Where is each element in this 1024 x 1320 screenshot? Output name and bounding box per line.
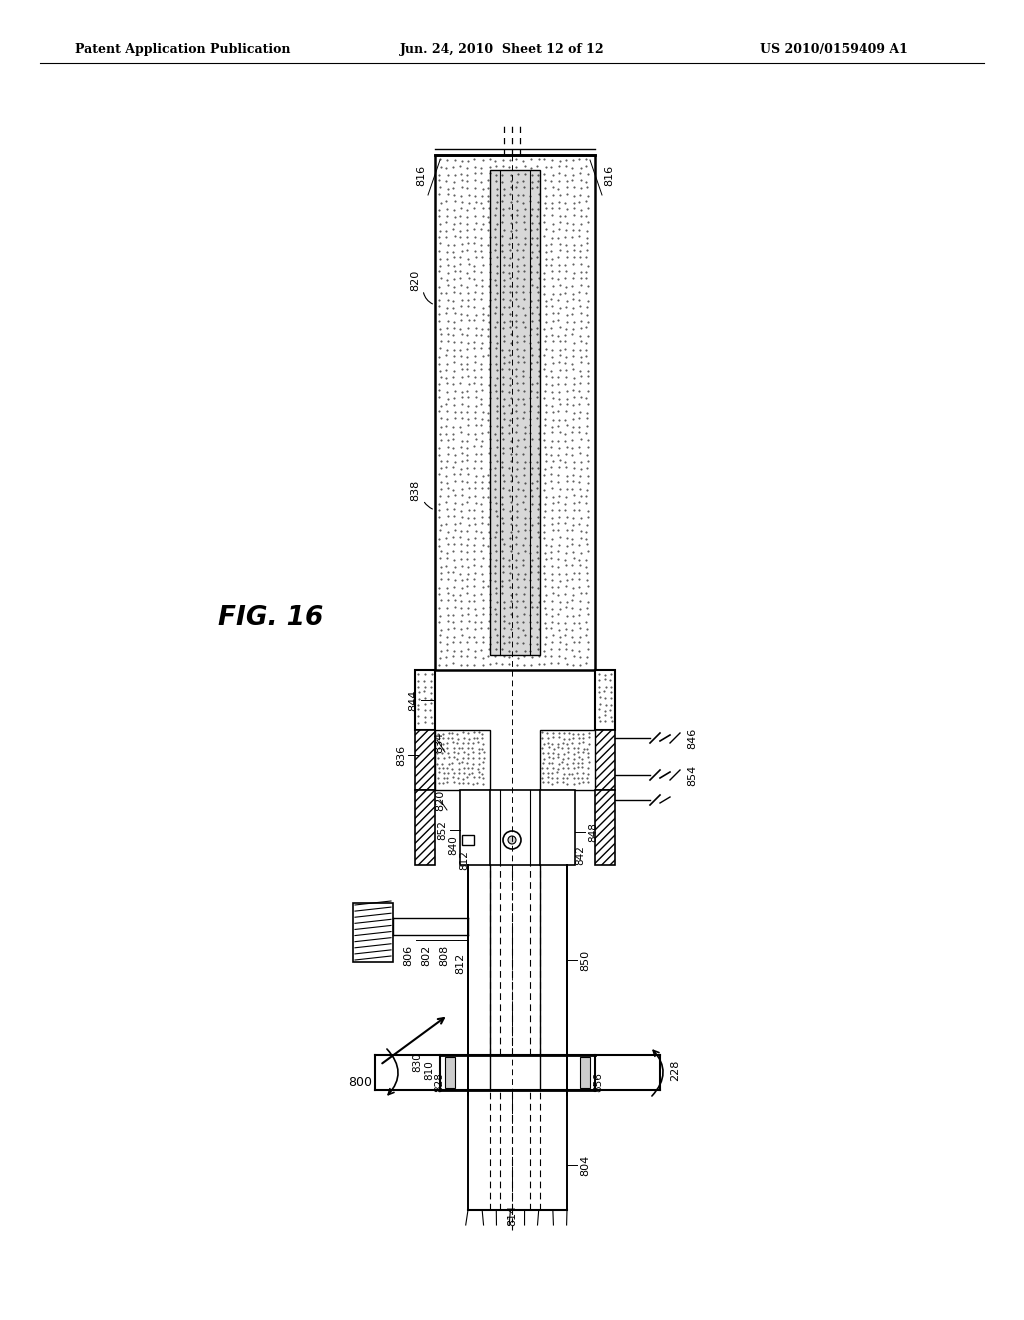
Text: 836: 836 (396, 744, 406, 766)
Text: Jun. 24, 2010  Sheet 12 of 12: Jun. 24, 2010 Sheet 12 of 12 (400, 44, 604, 57)
Text: US 2010/0159409 A1: US 2010/0159409 A1 (760, 44, 908, 57)
Text: Patent Application Publication: Patent Application Publication (75, 44, 291, 57)
Bar (595, 789, 615, 865)
Text: 820: 820 (410, 269, 420, 290)
Bar (540, 730, 595, 789)
Text: 820: 820 (435, 789, 445, 810)
Bar (353, 903, 393, 962)
Circle shape (508, 836, 516, 843)
Text: 834: 834 (434, 731, 444, 752)
Text: 852: 852 (437, 820, 447, 840)
Text: 830: 830 (412, 1052, 422, 1072)
Text: 850: 850 (580, 949, 590, 970)
Bar (580, 1057, 590, 1088)
Text: 816: 816 (604, 165, 614, 186)
Text: 806: 806 (403, 944, 413, 965)
Text: 812: 812 (459, 850, 469, 870)
Bar (415, 671, 435, 730)
Text: 812: 812 (455, 952, 465, 974)
Text: 800: 800 (348, 1076, 372, 1089)
Circle shape (503, 832, 521, 849)
Bar (435, 730, 490, 789)
Text: FIG. 16: FIG. 16 (218, 605, 324, 631)
Text: 846: 846 (687, 727, 697, 748)
Text: 840: 840 (449, 836, 458, 855)
Text: 804: 804 (580, 1155, 590, 1176)
Bar (460, 789, 575, 865)
Bar (490, 170, 540, 655)
Text: 228: 228 (670, 1060, 680, 1081)
Bar (595, 671, 615, 730)
Text: 838: 838 (410, 479, 420, 500)
Text: 842: 842 (575, 845, 585, 865)
Bar (462, 836, 474, 845)
Bar (415, 789, 435, 865)
Text: 802: 802 (421, 944, 431, 966)
Bar (445, 1057, 455, 1088)
Text: 854: 854 (687, 764, 697, 785)
Bar (415, 730, 435, 789)
Text: 844: 844 (408, 689, 418, 710)
Text: 814: 814 (507, 1204, 517, 1226)
Text: 848: 848 (588, 822, 598, 842)
Text: 808: 808 (439, 944, 449, 966)
Text: 810: 810 (424, 1060, 434, 1080)
Text: 828: 828 (434, 1072, 444, 1092)
Text: 816: 816 (416, 165, 426, 186)
Bar (595, 730, 615, 789)
Bar (435, 154, 595, 671)
Text: 856: 856 (593, 1072, 603, 1092)
